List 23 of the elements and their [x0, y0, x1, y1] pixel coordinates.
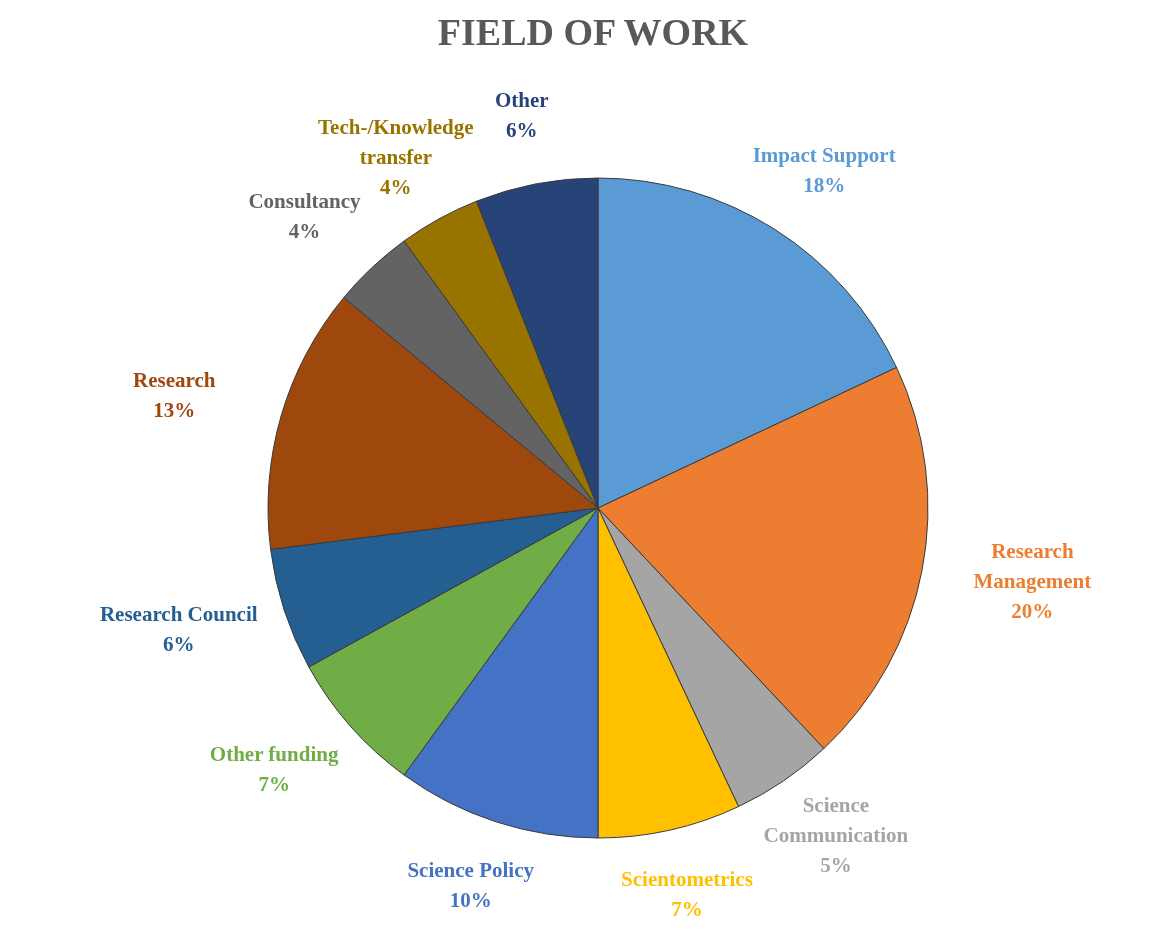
data-label: 13% — [153, 397, 196, 422]
data-label: 4% — [380, 175, 412, 200]
slice-label: Research — [133, 367, 216, 392]
slice-label: Science Communication — [763, 792, 909, 847]
data-label: 18% — [803, 172, 846, 197]
chart-title: FIELD OF WORK — [437, 10, 749, 53]
slice-label: Scientometrics — [621, 867, 753, 892]
data-label: 7% — [258, 772, 290, 797]
data-label: 7% — [671, 897, 703, 922]
slice-label: Research Management — [973, 538, 1092, 593]
slice-label: Impact Support — [752, 142, 896, 167]
data-label: 4% — [288, 218, 321, 243]
slice-label: Consultancy — [248, 188, 361, 213]
data-label: 6% — [506, 117, 538, 142]
data-label: 6% — [163, 631, 195, 656]
data-label: 10% — [449, 887, 492, 912]
slice-label: Other — [495, 87, 549, 112]
data-label: 20% — [1011, 598, 1054, 623]
slice-label: Other funding — [209, 742, 339, 767]
slice-label: Science Policy — [407, 857, 535, 882]
slice-label: Tech-/Knowledge transfer — [318, 115, 474, 170]
slice-label: Research Council — [99, 601, 258, 626]
data-label: 5% — [820, 852, 852, 877]
